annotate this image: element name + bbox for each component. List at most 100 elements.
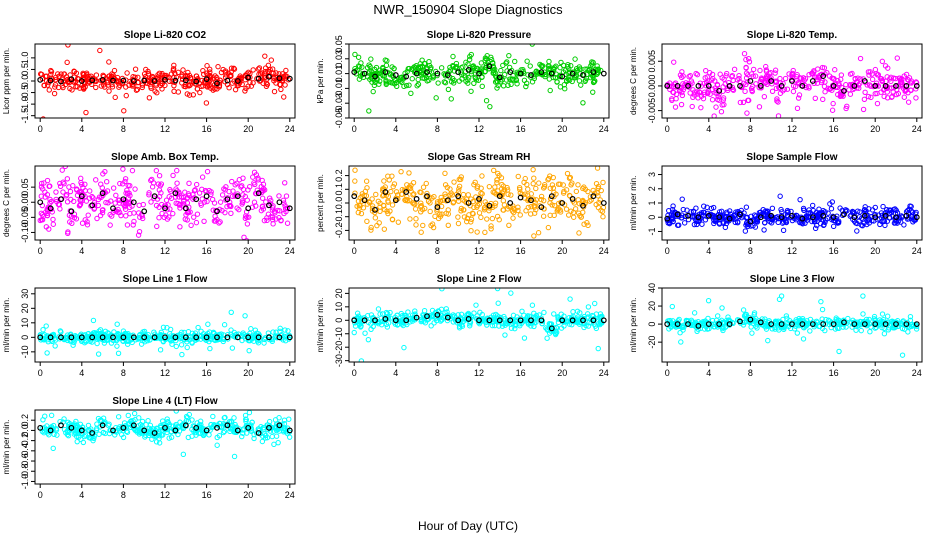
sample-point: [483, 97, 490, 104]
sample-point: [276, 208, 283, 214]
y-tick-label: -0.6: [20, 453, 30, 469]
sample-point: [215, 63, 221, 70]
sample-point: [514, 317, 521, 323]
sample-point: [763, 63, 769, 70]
hourly-point: [361, 70, 368, 77]
sample-point: [108, 427, 114, 434]
hourly-point: [517, 317, 524, 324]
sample-point: [60, 84, 66, 91]
x-tick-label: 8: [748, 368, 753, 378]
sample-point: [74, 83, 80, 90]
sample-point: [418, 67, 424, 74]
sample-point: [784, 86, 791, 92]
sample-point: [884, 313, 891, 319]
y-tick-label: 0.005: [647, 50, 657, 73]
sample-point: [135, 74, 141, 81]
sample-point: [146, 192, 152, 198]
sample-point: [113, 192, 119, 199]
sample-point: [56, 336, 63, 342]
x-tick-label: 8: [121, 246, 126, 256]
sample-point: [408, 90, 414, 97]
sample-point: [44, 192, 51, 198]
sample-point: [407, 197, 413, 204]
panel-title: Slope Line 4 (LT) Flow: [112, 396, 218, 407]
sample-point: [417, 203, 424, 210]
sample-point: [368, 224, 374, 231]
sample-point: [901, 222, 907, 228]
y-tick-label: 10: [334, 302, 344, 312]
sample-point: [862, 89, 868, 95]
sample-point: [221, 322, 228, 328]
sample-point: [595, 345, 601, 352]
sample-point: [694, 89, 700, 95]
sample-point: [355, 198, 362, 204]
sample-point: [816, 206, 822, 212]
sample-point: [234, 77, 240, 83]
sample-point: [796, 92, 803, 98]
sample-point: [243, 237, 250, 240]
sample-point: [701, 203, 707, 209]
points-layer: [37, 410, 293, 460]
sample-point: [584, 220, 590, 226]
hourly-point: [809, 214, 816, 221]
sample-point: [584, 66, 590, 72]
hourly-point: [58, 422, 64, 429]
sample-point: [438, 65, 445, 71]
sample-point: [271, 208, 278, 214]
sample-point: [275, 439, 281, 446]
sample-point: [508, 325, 515, 331]
hourly-point: [78, 193, 85, 200]
sample-point: [365, 336, 372, 343]
sample-point: [269, 433, 275, 440]
sample-point: [742, 228, 749, 234]
hourly-point: [151, 430, 158, 436]
sample-point: [359, 193, 365, 200]
x-tick-label: 20: [557, 124, 567, 134]
x-tick-label: 20: [870, 368, 880, 378]
sample-point: [164, 216, 171, 222]
hourly-point: [455, 317, 462, 324]
sample-point: [442, 191, 448, 197]
sample-point: [534, 70, 541, 76]
sample-point: [892, 206, 898, 212]
sample-point: [443, 246, 447, 250]
sample-point: [238, 184, 244, 190]
sample-point: [90, 437, 96, 444]
sample-point: [666, 326, 672, 332]
sample-point: [258, 71, 264, 77]
sample-point: [563, 77, 570, 84]
hourly-point: [182, 334, 189, 341]
sample-point: [844, 103, 850, 109]
sample-point: [536, 180, 542, 186]
sample-point: [566, 77, 573, 83]
y-tick-label: 1: [647, 200, 657, 205]
y-tick-label: -1.0: [20, 474, 30, 490]
hourly-point: [110, 205, 116, 212]
sample-point: [220, 429, 227, 436]
sample-point: [471, 181, 477, 188]
sample-point: [719, 325, 726, 332]
sample-point: [166, 435, 172, 441]
sample-point: [352, 190, 358, 196]
hourly-point: [78, 334, 85, 341]
sample-point: [761, 227, 767, 233]
hourly-point: [559, 200, 566, 206]
sample-point: [180, 451, 187, 458]
sample-point: [725, 79, 732, 86]
hourly-point: [600, 70, 607, 77]
hourly-point: [913, 321, 920, 327]
sample-point: [246, 184, 253, 190]
hourly-point: [528, 72, 534, 78]
sample-point: [741, 50, 748, 57]
sample-point: [157, 422, 164, 429]
sample-point: [508, 192, 514, 198]
y-tick-label: 0.1: [334, 183, 344, 196]
sample-point: [790, 83, 797, 89]
sample-point: [135, 79, 142, 86]
y-tick-label: 20: [334, 288, 344, 298]
sample-point: [248, 326, 254, 332]
hourly-point: [372, 73, 378, 80]
sample-point: [490, 70, 496, 76]
